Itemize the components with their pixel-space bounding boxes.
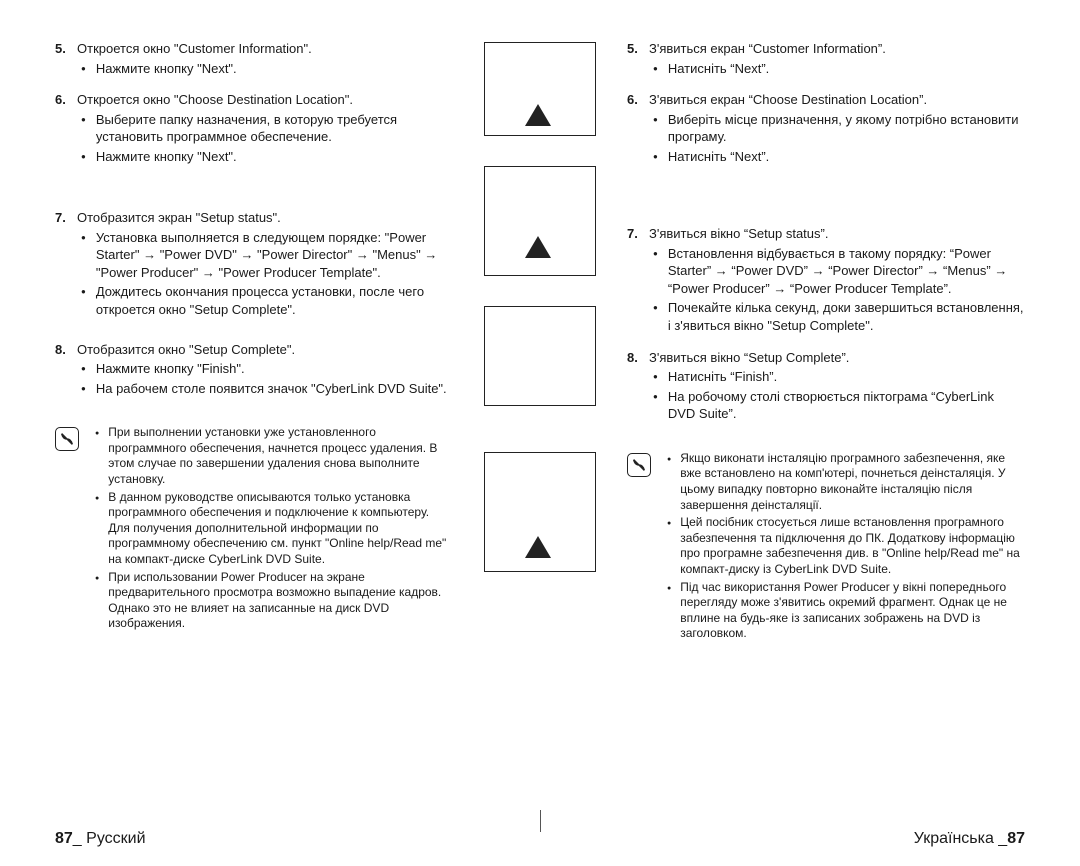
sub: На робочому столі створюється піктограма… bbox=[668, 388, 1025, 423]
footer-sep: _ bbox=[73, 830, 86, 847]
up-arrow-icon bbox=[525, 104, 551, 126]
step-num: 8. bbox=[627, 349, 649, 423]
note: При выполнении установки уже установленн… bbox=[108, 425, 453, 487]
note-icon bbox=[627, 453, 651, 477]
step-7-left: 7. Отобразится экран "Setup status". Уст… bbox=[55, 209, 453, 318]
note: Під час використання Power Producer у ві… bbox=[680, 580, 1025, 642]
sub: Нажмите кнопку "Next". bbox=[96, 60, 237, 78]
step-text: Отобразится окно "Setup Complete". bbox=[77, 342, 295, 357]
right-column: 5. З'явиться екран “Customer Information… bbox=[627, 40, 1025, 644]
footer: 87_ Русский Українська _87 bbox=[55, 830, 1025, 848]
step-num: 7. bbox=[627, 225, 649, 334]
step-num: 6. bbox=[627, 91, 649, 165]
step-text: Откроется окно "Choose Destination Locat… bbox=[77, 92, 353, 107]
footer-right: Українська _87 bbox=[914, 830, 1025, 848]
note: Цей посібник стосується лише встановленн… bbox=[680, 515, 1025, 577]
up-arrow-icon bbox=[525, 236, 551, 258]
sub: Натисніть “Finish”. bbox=[668, 368, 777, 386]
step-num: 5. bbox=[627, 40, 649, 77]
note-block-left: При выполнении установки уже установленн… bbox=[55, 425, 453, 634]
sub: Установка выполняется в следующем порядк… bbox=[96, 229, 453, 282]
sub: Дождитесь окончания процесса установки, … bbox=[96, 283, 453, 318]
page-number-right: 87 bbox=[1007, 830, 1025, 847]
left-column: 5. Откроется окно "Customer Information"… bbox=[55, 40, 453, 644]
step-8-right: 8. З'явиться вікно “Setup Complete”. Нат… bbox=[627, 349, 1025, 423]
step-text: З'явиться екран “Choose Destination Loca… bbox=[649, 92, 927, 107]
sub: На рабочем столе появится значок "CyberL… bbox=[96, 380, 447, 398]
note-icon bbox=[55, 427, 79, 451]
note-block-right: Якщо виконати інсталяцію програмного заб… bbox=[627, 451, 1025, 644]
footer-left: 87_ Русский bbox=[55, 830, 146, 848]
step-6-left: 6. Откроется окно "Choose Destination Lo… bbox=[55, 91, 453, 165]
step-text: З'явиться екран “Customer Information”. bbox=[649, 41, 886, 56]
step-text: З'явиться вікно “Setup status”. bbox=[649, 226, 828, 241]
footer-divider bbox=[540, 810, 541, 832]
sub: Выберите папку назначения, в которую тре… bbox=[96, 111, 453, 146]
steps-list-right: 5. З'явиться екран “Customer Information… bbox=[627, 40, 1025, 423]
step-num: 5. bbox=[55, 40, 77, 77]
page-number-left: 87 bbox=[55, 830, 73, 847]
sub: Натисніть “Next”. bbox=[668, 60, 769, 78]
sub: Виберіть місце призначення, у якому потр… bbox=[668, 111, 1025, 146]
footer-sep: _ bbox=[994, 830, 1007, 847]
placeholder-box bbox=[484, 306, 596, 406]
step-7-right: 7. З'явиться вікно “Setup status”. Встан… bbox=[627, 225, 1025, 334]
step-8-left: 8. Отобразится окно "Setup Complete". На… bbox=[55, 341, 453, 398]
center-column bbox=[481, 40, 599, 644]
step-text: З'явиться вікно “Setup Complete”. bbox=[649, 350, 849, 365]
step-num: 8. bbox=[55, 341, 77, 398]
step-num: 6. bbox=[55, 91, 77, 165]
sub: Почекайте кілька секунд, доки завершитьс… bbox=[668, 299, 1025, 334]
step-5-right: 5. З'явиться екран “Customer Information… bbox=[627, 40, 1025, 77]
step-num: 7. bbox=[55, 209, 77, 318]
step-text: Отобразится экран "Setup status". bbox=[77, 210, 281, 225]
step-text: Откроется окно "Customer Information". bbox=[77, 41, 312, 56]
note: При использовании Power Producer на экра… bbox=[108, 570, 453, 632]
note: В данном руководстве описываются только … bbox=[108, 490, 453, 568]
sub: Нажмите кнопку "Finish". bbox=[96, 360, 245, 378]
footer-lang-right: Українська bbox=[914, 830, 994, 847]
footer-lang-left: Русский bbox=[86, 830, 145, 847]
sub: Натисніть “Next”. bbox=[668, 148, 769, 166]
step-6-right: 6. З'явиться екран “Choose Destination L… bbox=[627, 91, 1025, 165]
up-arrow-icon bbox=[525, 536, 551, 558]
step-5-left: 5. Откроется окно "Customer Information"… bbox=[55, 40, 453, 77]
note: Якщо виконати інсталяцію програмного заб… bbox=[680, 451, 1025, 513]
steps-list-left: 5. Откроется окно "Customer Information"… bbox=[55, 40, 453, 397]
sub: Встановлення відбувається в такому поряд… bbox=[668, 245, 1025, 298]
sub: Нажмите кнопку "Next". bbox=[96, 148, 237, 166]
placeholder-box bbox=[484, 166, 596, 276]
